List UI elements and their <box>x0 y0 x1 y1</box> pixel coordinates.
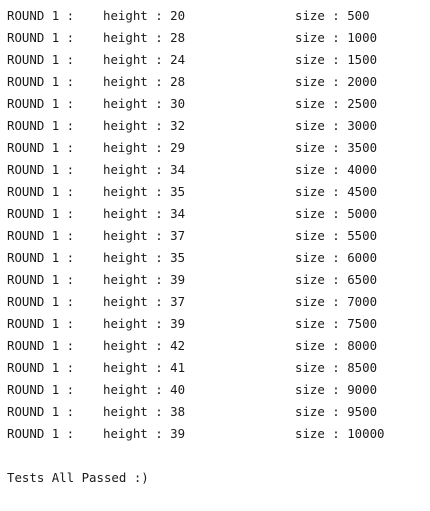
round-label: ROUND 1 : <box>7 140 75 155</box>
height-value: height : 24 <box>103 52 186 67</box>
round-label: ROUND 1 : <box>7 228 75 243</box>
height-value: height : 39 <box>103 426 186 441</box>
size-value: size : 5500 <box>295 228 378 243</box>
output-line: ROUND 1 : height : 34 size : 5000 <box>7 203 427 225</box>
height-value: height : 35 <box>103 250 186 265</box>
console-output: ROUND 1 : height : 20 size : 500 ROUND 1 : h… <box>7 5 427 485</box>
size-value: size : 1500 <box>295 52 378 67</box>
size-value: size : 6500 <box>295 272 378 287</box>
output-line: ROUND 1 : height : 28 size : 2000 <box>7 71 427 93</box>
output-line: ROUND 1 : height : 24 size : 1500 <box>7 49 427 71</box>
height-value: height : 39 <box>103 316 186 331</box>
size-value: size : 7500 <box>295 316 378 331</box>
height-value: height : 28 <box>103 30 186 45</box>
round-label: ROUND 1 : <box>7 52 75 67</box>
output-line: ROUND 1 : height : 39 size : 6500 <box>7 269 427 291</box>
round-label: ROUND 1 : <box>7 382 75 397</box>
size-value: size : 3000 <box>295 118 378 133</box>
output-line: ROUND 1 : height : 41 size : 8500 <box>7 357 427 379</box>
output-line: ROUND 1 : height : 42 size : 8000 <box>7 335 427 357</box>
size-value: size : 500 <box>295 8 370 23</box>
round-label: ROUND 1 : <box>7 184 75 199</box>
height-value: height : 20 <box>103 8 186 23</box>
size-value: size : 1000 <box>295 30 378 45</box>
round-label: ROUND 1 : <box>7 338 75 353</box>
size-value: size : 9500 <box>295 404 378 419</box>
round-label: ROUND 1 : <box>7 118 75 133</box>
height-value: height : 37 <box>103 294 186 309</box>
height-value: height : 29 <box>103 140 186 155</box>
height-value: height : 38 <box>103 404 186 419</box>
height-value: height : 35 <box>103 184 186 199</box>
round-label: ROUND 1 : <box>7 162 75 177</box>
round-label: ROUND 1 : <box>7 250 75 265</box>
output-line: ROUND 1 : height : 35 size : 6000 <box>7 247 427 269</box>
output-line: ROUND 1 : height : 30 size : 2500 <box>7 93 427 115</box>
height-value: height : 34 <box>103 162 186 177</box>
round-label: ROUND 1 : <box>7 294 75 309</box>
round-label: ROUND 1 : <box>7 8 75 23</box>
round-label: ROUND 1 : <box>7 74 75 89</box>
output-line: ROUND 1 : height : 39 size : 7500 <box>7 313 427 335</box>
output-line: ROUND 1 : height : 37 size : 7000 <box>7 291 427 313</box>
summary-line: Tests All Passed :) <box>7 445 427 485</box>
output-line: ROUND 1 : height : 40 size : 9000 <box>7 379 427 401</box>
output-line: ROUND 1 : height : 35 size : 4500 <box>7 181 427 203</box>
height-value: height : 34 <box>103 206 186 221</box>
size-value: size : 2000 <box>295 74 378 89</box>
output-line: ROUND 1 : height : 39 size : 10000 <box>7 423 427 445</box>
height-value: height : 28 <box>103 74 186 89</box>
output-line: ROUND 1 : height : 32 size : 3000 <box>7 115 427 137</box>
output-line: ROUND 1 : height : 38 size : 9500 <box>7 401 427 423</box>
height-value: height : 30 <box>103 96 186 111</box>
output-line: ROUND 1 : height : 34 size : 4000 <box>7 159 427 181</box>
size-value: size : 5000 <box>295 206 378 221</box>
round-label: ROUND 1 : <box>7 316 75 331</box>
round-label: ROUND 1 : <box>7 272 75 287</box>
height-value: height : 39 <box>103 272 186 287</box>
tests-summary-text: Tests All Passed :) <box>7 470 149 485</box>
size-value: size : 7000 <box>295 294 378 309</box>
size-value: size : 8000 <box>295 338 378 353</box>
round-label: ROUND 1 : <box>7 96 75 111</box>
size-value: size : 2500 <box>295 96 378 111</box>
round-label: ROUND 1 : <box>7 206 75 221</box>
size-value: size : 10000 <box>295 426 385 441</box>
size-value: size : 9000 <box>295 382 378 397</box>
height-value: height : 42 <box>103 338 186 353</box>
height-value: height : 37 <box>103 228 186 243</box>
height-value: height : 40 <box>103 382 186 397</box>
size-value: size : 6000 <box>295 250 378 265</box>
size-value: size : 8500 <box>295 360 378 375</box>
output-line: ROUND 1 : height : 37 size : 5500 <box>7 225 427 247</box>
size-value: size : 4500 <box>295 184 378 199</box>
output-line: ROUND 1 : height : 29 size : 3500 <box>7 137 427 159</box>
height-value: height : 32 <box>103 118 186 133</box>
size-value: size : 4000 <box>295 162 378 177</box>
round-label: ROUND 1 : <box>7 360 75 375</box>
output-line: ROUND 1 : height : 28 size : 1000 <box>7 27 427 49</box>
output-line: ROUND 1 : height : 20 size : 500 <box>7 5 427 27</box>
output-lines: ROUND 1 : height : 20 size : 500 ROUND 1 : h… <box>7 5 427 445</box>
round-label: ROUND 1 : <box>7 30 75 45</box>
height-value: height : 41 <box>103 360 186 375</box>
size-value: size : 3500 <box>295 140 378 155</box>
round-label: ROUND 1 : <box>7 404 75 419</box>
round-label: ROUND 1 : <box>7 426 75 441</box>
